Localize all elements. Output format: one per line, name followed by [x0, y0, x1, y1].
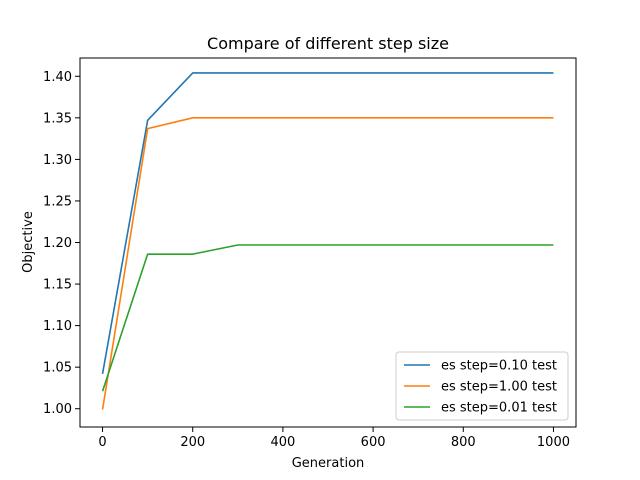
y-axis-title: Objective — [21, 211, 36, 273]
legend: es step=0.10 test es step=1.00 test es ste… — [395, 351, 569, 421]
chart-title: Compare of different step size — [207, 34, 449, 53]
y-tick-label: 1.30 — [43, 153, 72, 168]
y-tick-label: 1.15 — [43, 278, 72, 293]
x-tick-label: 1000 — [537, 435, 570, 450]
legend-label: es step=0.01 test — [441, 401, 557, 416]
series-line-3 — [101, 244, 554, 392]
y-tick-label: 1.20 — [43, 236, 72, 251]
y-tick-label: 1.00 — [43, 402, 72, 417]
series-line-1 — [101, 72, 554, 374]
y-tick-label: 1.05 — [43, 361, 72, 376]
series-line-2 — [101, 117, 554, 410]
x-tick-label: 600 — [361, 435, 386, 450]
y-tick-label: 1.40 — [43, 70, 72, 85]
x-tick-label: 400 — [270, 435, 295, 450]
y-tick-label: 1.35 — [43, 111, 72, 126]
x-axis-title: Generation — [292, 456, 365, 471]
x-tick-label: 0 — [98, 435, 106, 450]
x-tick-label: 800 — [451, 435, 476, 450]
series-layer — [101, 72, 554, 410]
y-tick-label: 1.10 — [43, 319, 72, 334]
legend-box — [395, 351, 569, 421]
x-tick-label: 200 — [180, 435, 205, 450]
y-tick-label: 1.25 — [43, 194, 72, 209]
y-axis: 1.00 1.05 1.10 1.15 1.20 1.25 1.30 1.35 1.40 — [43, 70, 80, 417]
legend-label: es step=1.00 test — [441, 380, 557, 395]
x-axis: 0 200 400 600 800 1000 — [98, 427, 570, 450]
legend-label: es step=0.10 test — [441, 359, 557, 374]
